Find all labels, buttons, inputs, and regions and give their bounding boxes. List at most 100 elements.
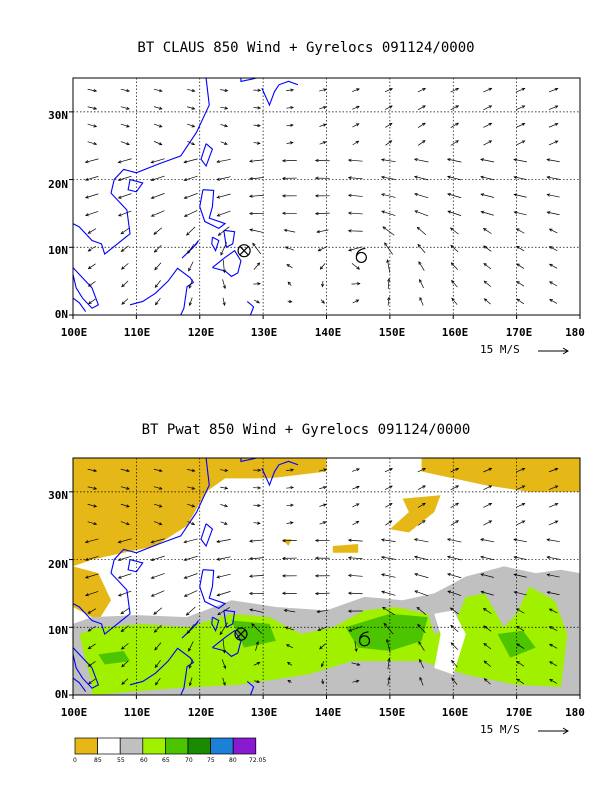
wind-arrowhead	[216, 593, 221, 597]
wind-arrow	[85, 573, 99, 579]
wind-arrowhead	[188, 285, 192, 289]
wind-arrowhead	[87, 628, 92, 632]
wind-arrowhead	[154, 646, 158, 651]
wind-arrowhead	[257, 503, 261, 508]
wind-arrowhead	[217, 232, 222, 236]
wind-arrow	[222, 639, 225, 653]
wind-arrowhead	[546, 175, 551, 180]
wind-arrow	[253, 283, 261, 285]
colorbar-label: 55	[117, 757, 125, 764]
wind-arrow	[419, 297, 424, 306]
wind-arrow	[450, 502, 459, 508]
wind-arrowhead	[450, 244, 454, 249]
wind-arrow	[255, 641, 259, 651]
wind-arrowhead	[321, 663, 325, 668]
wind-arrowhead	[120, 628, 125, 632]
wind-arrowhead	[416, 606, 421, 611]
wind-arrowhead	[158, 124, 163, 128]
wind-arrow	[87, 521, 97, 525]
wind-arrow	[513, 159, 527, 163]
wind-arrowhead	[389, 105, 393, 109]
wind-arrow	[151, 555, 165, 561]
wind-arrowhead	[281, 539, 286, 543]
wind-arrowhead	[480, 175, 484, 179]
wind-arrowhead	[321, 283, 325, 288]
wind-arrow	[484, 298, 491, 305]
wind-arrow	[450, 88, 459, 93]
wind-arrow	[450, 227, 459, 235]
wind-arrow	[151, 158, 165, 163]
wind-arrow	[286, 89, 294, 91]
wind-arrowhead	[548, 228, 553, 232]
wind-arrow	[121, 245, 129, 252]
wind-arrow	[417, 468, 426, 473]
wind-arrow	[286, 522, 294, 524]
map2-lon-label: 140E	[314, 706, 342, 719]
wind-arrowhead	[150, 593, 155, 597]
wind-arrow	[385, 123, 393, 128]
wind-arrowhead	[257, 468, 262, 472]
wind-arrow	[252, 243, 262, 255]
wind-arrowhead	[451, 279, 455, 284]
map2-wind-scale-label: 15 M/S	[480, 723, 520, 736]
wind-arrowhead	[257, 123, 261, 128]
wind-arrowhead	[183, 160, 188, 164]
wind-arrowhead	[417, 243, 421, 248]
wind-arrow	[547, 591, 560, 596]
wind-arrow	[219, 622, 228, 635]
wind-arrow	[451, 297, 458, 305]
wind-arrow	[316, 609, 329, 613]
wind-arrow	[88, 298, 96, 305]
wind-arrow	[352, 503, 360, 508]
wind-arrowhead	[450, 624, 454, 629]
wind-arrow	[483, 485, 492, 491]
wind-arrow	[282, 212, 297, 215]
map1-lon-label: 150E	[378, 326, 406, 339]
wind-arrow	[417, 244, 426, 254]
wind-arrowhead	[150, 558, 155, 562]
wind-arrow	[153, 607, 163, 615]
wind-arrow	[216, 556, 231, 560]
wind-arrow	[222, 297, 225, 306]
wind-arrow	[188, 261, 194, 272]
wind-arrow	[188, 279, 193, 289]
wind-arrow	[385, 503, 393, 508]
wind-arrow	[549, 679, 558, 684]
wind-arrow	[419, 279, 424, 289]
wind-arrow	[286, 107, 294, 109]
wind-arrow	[118, 590, 132, 597]
map1-wind-vectors	[84, 87, 560, 307]
wind-arrowhead	[513, 175, 518, 179]
wind-arrow	[516, 520, 525, 526]
map1-lon-label: 140E	[314, 326, 342, 339]
wind-arrowhead	[216, 195, 221, 199]
wind-arrowhead	[446, 175, 451, 179]
wind-arrowhead	[488, 105, 493, 109]
wind-arrowhead	[284, 246, 289, 250]
wind-arrow	[384, 485, 393, 490]
wind-arrow	[547, 194, 560, 198]
wind-arrowhead	[186, 232, 190, 236]
wind-arrow	[516, 485, 525, 490]
wind-arrow	[450, 105, 459, 111]
crossed-circle-icon-stroke	[239, 246, 249, 256]
wind-arrow	[381, 176, 396, 180]
wind-arrow	[418, 261, 425, 271]
wind-arrowhead	[480, 210, 485, 214]
wind-arrowhead	[188, 665, 192, 670]
wind-arrow	[249, 557, 264, 560]
wind-arrowhead	[281, 211, 286, 215]
wind-arrow	[514, 591, 527, 596]
wind-arrow	[320, 263, 326, 270]
wind-arrow	[253, 504, 261, 507]
wind-arrowhead	[488, 87, 493, 91]
wind-arrow	[189, 297, 193, 306]
wind-arrowhead	[516, 678, 521, 682]
wind-arrow	[387, 677, 390, 686]
wind-arrowhead	[414, 192, 418, 197]
map1-title: BT CLAUS 850 Wind + Gyrelocs 091124/0000	[137, 40, 475, 56]
wind-arrow	[184, 555, 198, 561]
wind-arrow	[217, 210, 231, 217]
wind-arrow	[121, 660, 129, 667]
wind-arrow	[287, 662, 293, 666]
